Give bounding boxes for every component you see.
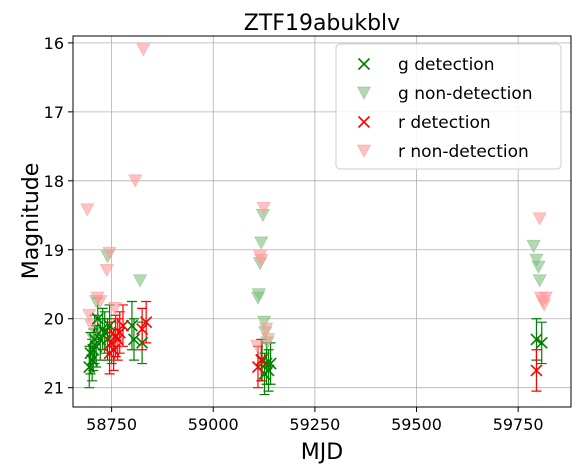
- g-detection-point: [83, 360, 96, 374]
- gridlines: [73, 36, 571, 407]
- r-non-detection-point: [258, 322, 274, 336]
- g-detection-point: [103, 319, 116, 332]
- g-detection-point: [535, 336, 548, 349]
- y-tick-label: 16: [44, 34, 64, 53]
- chart-title: ZTF19abukblv: [244, 11, 400, 36]
- r-non-detection-point: [249, 339, 265, 354]
- y-tick-label: 19: [44, 241, 64, 260]
- r-detection-point: [530, 364, 543, 377]
- legend-label-r-non-detection: r non-detection: [398, 142, 529, 162]
- r-non-detection-point: [80, 203, 95, 217]
- legend-box: [335, 43, 562, 170]
- g-detection-point: [88, 333, 101, 346]
- y-axis-label: Magnitude: [19, 163, 44, 280]
- y-tick-label: 20: [44, 310, 64, 329]
- r-non-detection-point: [82, 308, 97, 323]
- r-detection-point: [111, 333, 124, 346]
- x-tick-label: 59000: [188, 415, 239, 434]
- r-detection-point: [113, 326, 126, 339]
- r-non-detection-point: [532, 212, 547, 226]
- g-detection-point: [96, 323, 109, 336]
- r-non-detection-point: [102, 246, 117, 261]
- g-non-detection-point: [531, 260, 546, 274]
- x-axis-label: MJD: [301, 440, 343, 465]
- g-non-detection-point: [529, 253, 544, 267]
- r-detection-point: [255, 354, 268, 367]
- legend-marker-g-non-detection: [356, 86, 372, 100]
- r-detection-point: [107, 343, 120, 356]
- r-non-detection-point: [260, 333, 276, 347]
- x-ticks: 58750 59000 59250 59500 59750: [86, 407, 544, 434]
- g-detection-point: [530, 333, 543, 346]
- x-tick-label: 59750: [493, 415, 544, 434]
- g-detection-point: [90, 340, 103, 353]
- legend-label-r-detection: r detection: [398, 113, 491, 133]
- legend-marker-r-non-detection: [356, 144, 372, 158]
- r-non-detection-point: [254, 253, 269, 267]
- r-detection-point: [251, 360, 265, 374]
- y-tick-label: 18: [44, 172, 64, 191]
- g-detection-point: [91, 312, 104, 325]
- legend-label-g-detection: g detection: [398, 55, 494, 75]
- g-detection-point: [136, 336, 149, 349]
- r-non-detection-point: [538, 291, 553, 305]
- r-non-detection-point: [136, 43, 151, 57]
- g-non-detection-point: [256, 315, 272, 330]
- r-detection-point: [116, 319, 130, 332]
- r-detection-point: [136, 323, 149, 336]
- g-detection-point: [98, 326, 111, 339]
- r-non-detection-point: [93, 295, 108, 309]
- r-non-detection-point: [99, 264, 114, 278]
- x-tick-label: 58750: [86, 415, 137, 434]
- g-detection-point: [264, 357, 277, 370]
- g-non-detection-point: [132, 274, 148, 288]
- legend-marker-r-detection: [357, 115, 371, 129]
- r-non-detection-point: [107, 301, 123, 316]
- g-non-detection-point: [251, 288, 266, 302]
- x-tick-label: 59250: [289, 415, 340, 434]
- g-non-detection-point: [526, 239, 541, 254]
- legend-marker-g-detection: [357, 57, 371, 71]
- y-tick-label: 21: [44, 379, 64, 398]
- legend-label-g-non-detection: g non-detection: [398, 84, 533, 104]
- r-detection-point: [105, 336, 118, 349]
- r-detection-point: [140, 316, 153, 329]
- legend: g detection g non-detection r detection r n…: [335, 43, 562, 170]
- y-tick-label: 17: [44, 103, 64, 122]
- plot-frame: [72, 35, 572, 408]
- g-non-detection-point: [254, 236, 269, 250]
- g-detection-point: [125, 319, 139, 332]
- g-detection-point: [127, 333, 141, 346]
- r-non-detection-point: [128, 174, 143, 188]
- y-ticks: 16 17 18 19 20 21: [44, 34, 73, 398]
- g-detection-point: [260, 357, 273, 370]
- error-bars: [84, 297, 547, 396]
- g-non-detection-point: [532, 274, 547, 288]
- x-tick-label: 59500: [391, 415, 442, 434]
- g-detection-point: [86, 354, 99, 367]
- r-non-detection-point: [256, 201, 271, 216]
- g-detection-point: [262, 364, 275, 377]
- markers: [80, 43, 553, 380]
